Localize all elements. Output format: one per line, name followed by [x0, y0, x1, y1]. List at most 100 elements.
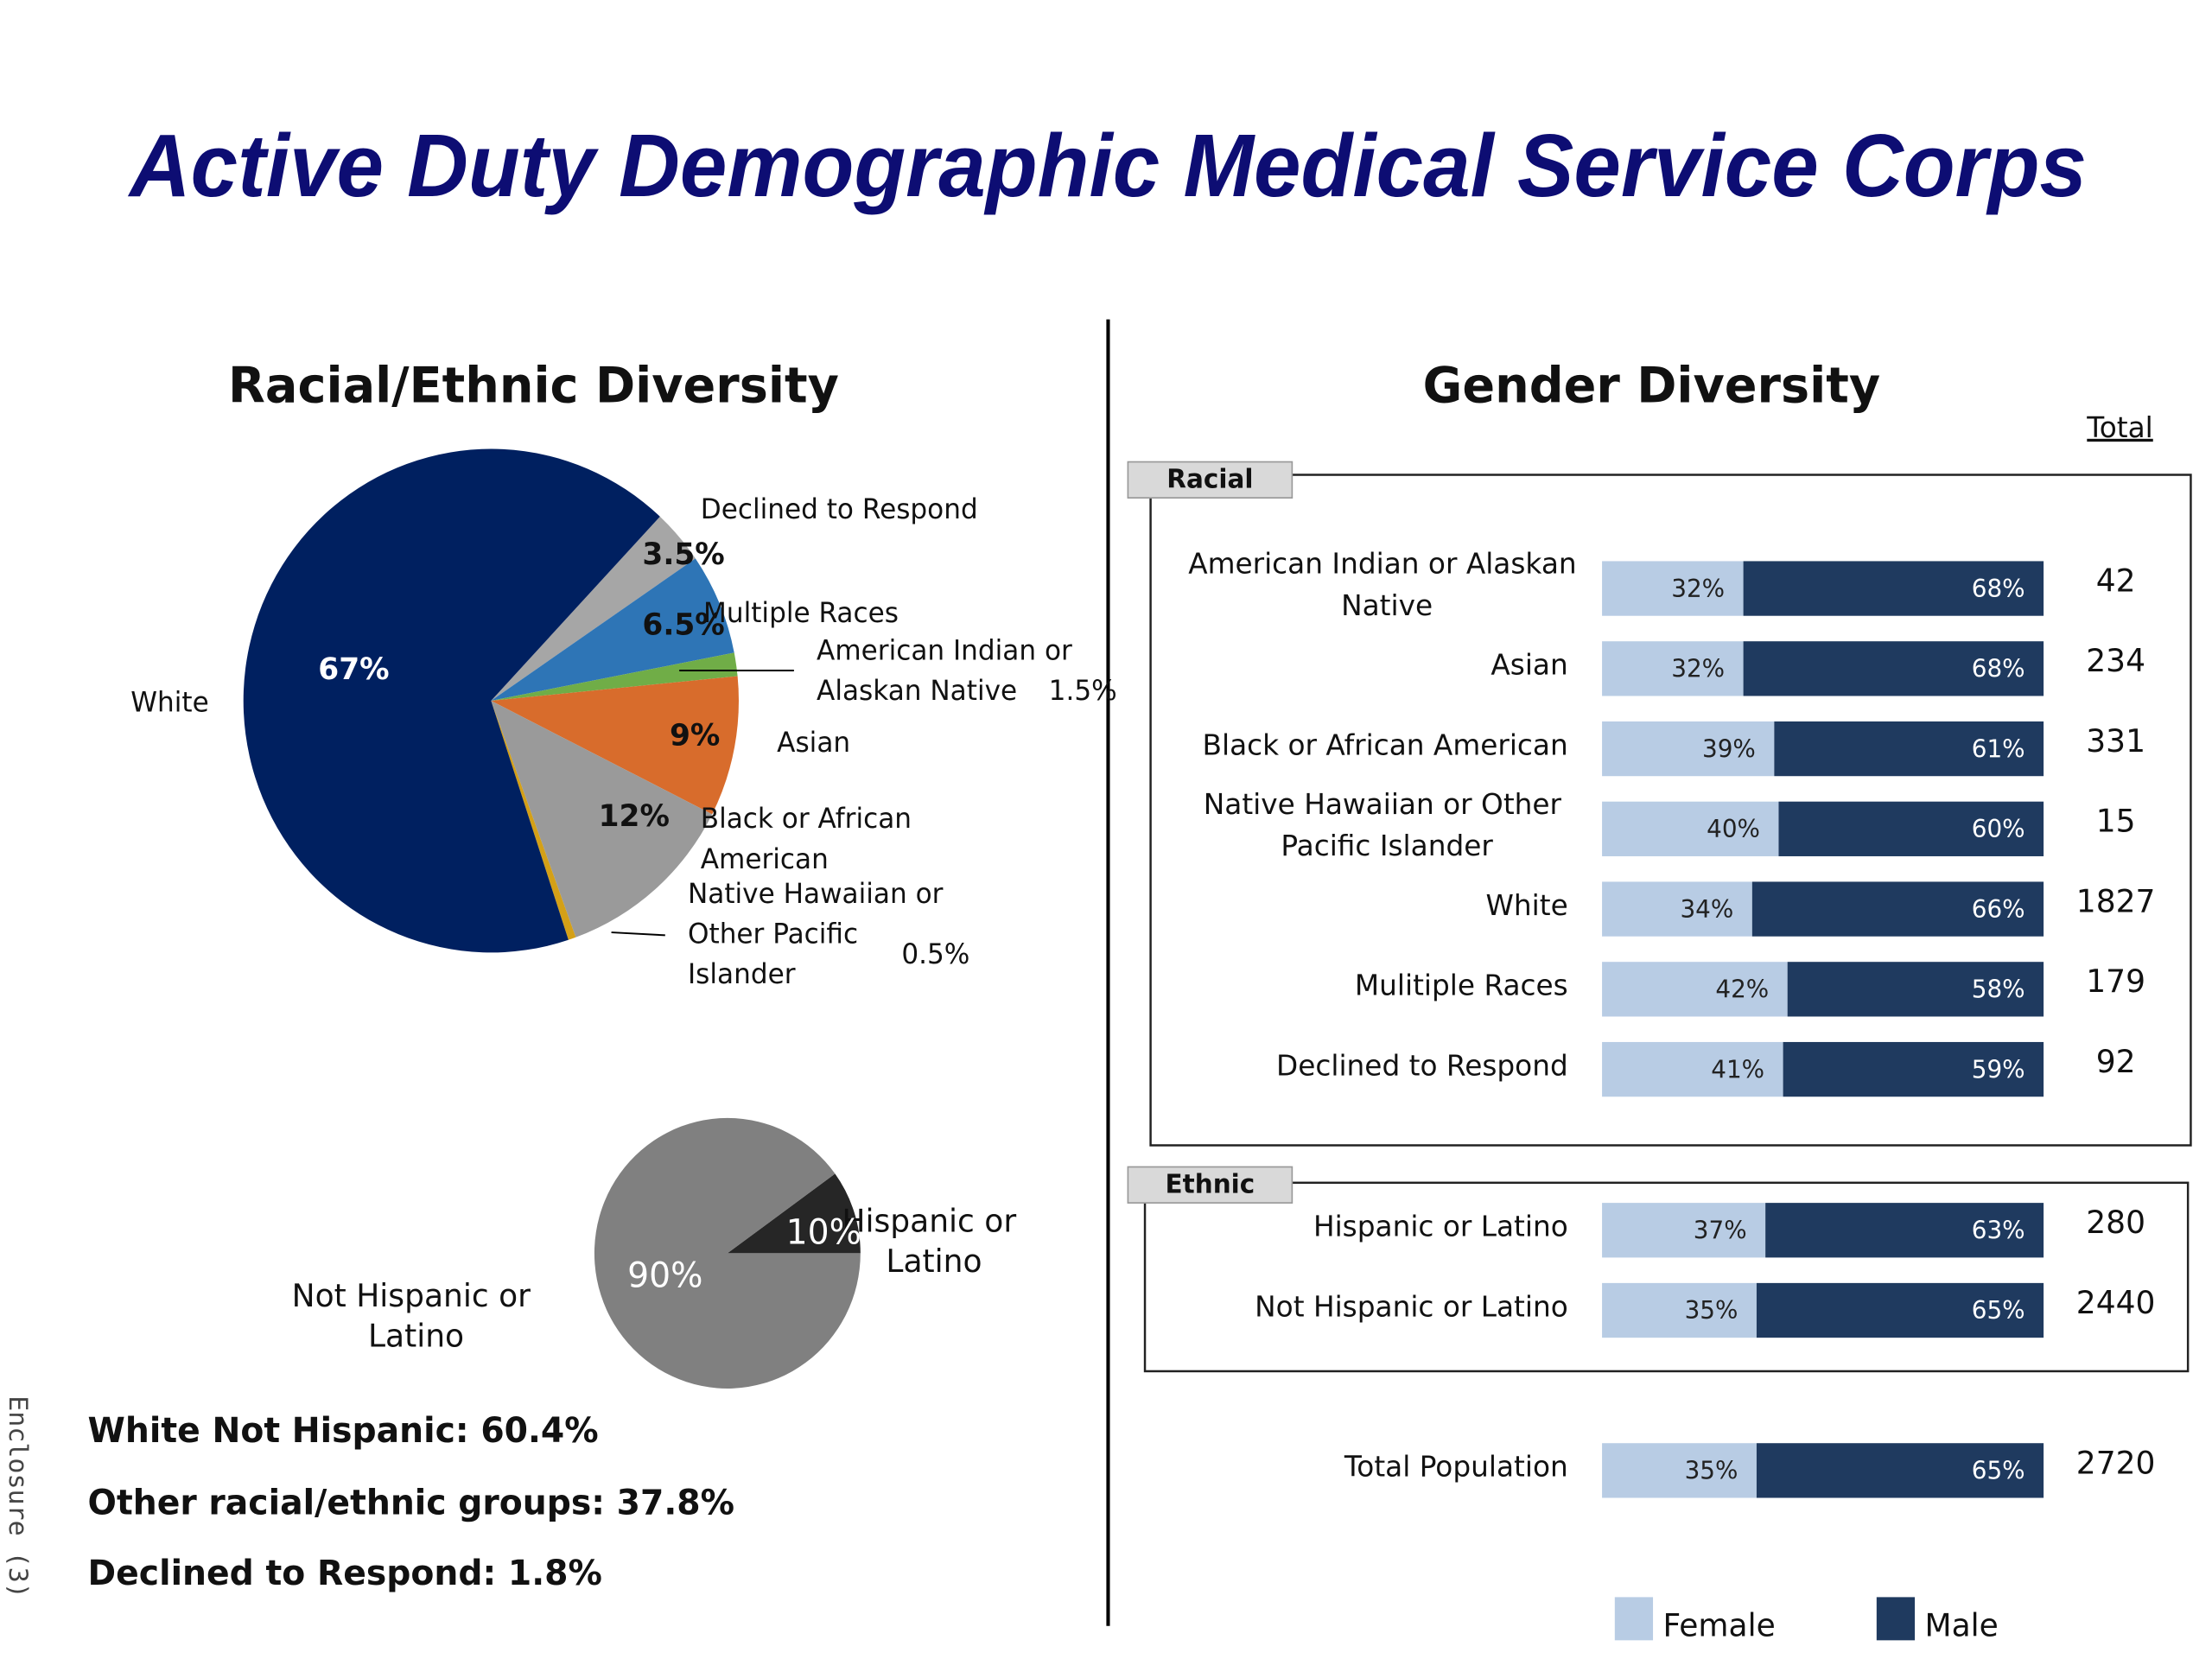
totals-header: Total: [2086, 410, 2152, 444]
pie-title: Racial/Ethnic Diversity: [228, 358, 839, 415]
pie-value-label: 10%: [786, 1212, 861, 1252]
pie-slice: [491, 516, 696, 701]
pie-slice: [491, 676, 739, 815]
bar-value-label: 68%: [1972, 654, 2025, 683]
bar-value-label: 60%: [1972, 815, 2025, 843]
total-value: 1827: [2076, 882, 2156, 919]
bar-segment: [1602, 1041, 1783, 1097]
bar-title: Gender Diversity: [1423, 358, 1880, 415]
bar-category-label: American Indian or Alaskan Native: [1188, 546, 1586, 622]
bar-value-label: 68%: [1972, 575, 2025, 603]
bar-value-label: 35%: [1685, 1296, 1738, 1325]
pie-slice: [491, 700, 713, 938]
pie-value-label: 1.5%: [1049, 676, 1117, 707]
pie-category-label: American Indian or Alaskan Native: [817, 635, 1081, 707]
legend-label: Male: [1925, 1606, 1999, 1643]
bar-value-label: 37%: [1694, 1216, 1747, 1244]
pie-value-label: 9%: [670, 718, 720, 753]
bar-segment: [1602, 801, 1779, 856]
bar-value-label: 35%: [1685, 1456, 1738, 1484]
bar-segment: [1602, 1443, 1757, 1498]
section-box: [1143, 1181, 2190, 1373]
total-value: 234: [2086, 642, 2145, 679]
bar-segment: [1602, 721, 1775, 777]
bar-value-label: 58%: [1972, 975, 2025, 1003]
bar-value-label: 66%: [1972, 895, 2025, 924]
pie-slice: [491, 700, 576, 940]
bar-segment: [1756, 1282, 2044, 1338]
leader-line: [611, 931, 665, 937]
bar-segment: [1751, 881, 2044, 937]
bar-segment: [1756, 1443, 2044, 1498]
bar-category-label: Declined to Respond: [1276, 1048, 1568, 1082]
bar-value-label: 65%: [1972, 1296, 2025, 1325]
total-value: 92: [2096, 1043, 2136, 1080]
bar-value-label: 65%: [1972, 1456, 2025, 1484]
bar-value-label: 32%: [1671, 575, 1725, 603]
bar-segment: [1743, 641, 2044, 696]
legend-label: Female: [1663, 1606, 1776, 1643]
pie-category-label: Declined to Respond: [701, 494, 978, 525]
pie-value-label: 3.5%: [642, 537, 724, 572]
pie-slice: [491, 652, 738, 701]
section-box: [1149, 474, 2192, 1147]
bar-value-label: 40%: [1707, 815, 1760, 843]
bar-category-label: Mulitiple Races: [1355, 968, 1568, 1001]
bar-segment: [1778, 801, 2044, 856]
pie-category-label: Black or African American: [701, 804, 920, 875]
total-value: 15: [2096, 802, 2136, 839]
legend-swatch: [1876, 1597, 1916, 1641]
bar-category-label: Black or African American: [1203, 728, 1568, 761]
note: White Not Hispanic: 60.4%: [88, 1411, 599, 1451]
bar-category-label: White: [1486, 887, 1568, 921]
bar-category-label: Not Hispanic or Latino: [1255, 1289, 1568, 1323]
bar-value-label: 42%: [1715, 975, 1769, 1003]
bar-segment: [1787, 962, 2044, 1017]
side-note: Enclosure (3): [3, 1395, 33, 1599]
total-value: 179: [2086, 963, 2145, 1000]
pie-category-label: White: [130, 687, 208, 718]
legend-swatch: [1614, 1597, 1654, 1641]
pie-value-label: 67%: [318, 652, 389, 687]
pie-slice: [594, 1117, 861, 1389]
bar-category-label: Total Population: [1344, 1449, 1568, 1483]
slide-title: Active Duty Demographic Medical Service …: [127, 115, 2087, 215]
bar-segment: [1602, 641, 1744, 696]
pie-category-label: Native Hawaiian or Other Pacific Islande…: [688, 879, 951, 991]
pie-category-label: Asian: [777, 728, 850, 759]
bar-value-label: 32%: [1671, 654, 1725, 683]
pie-value-label: 12%: [599, 799, 670, 834]
bar-category-label: Native Hawaiian or Other Pacific Islande…: [1204, 786, 1571, 862]
pie-value-label: 0.5%: [901, 939, 969, 970]
bar-value-label: 34%: [1680, 895, 1733, 924]
pie-value-label: 6.5%: [642, 607, 724, 642]
section-label: Racial: [1166, 465, 1253, 495]
total-value: 42: [2096, 562, 2136, 599]
bar-category-label: Asian: [1491, 647, 1567, 681]
pie-category-label: Hispanic or Latino: [842, 1202, 1026, 1280]
section-tab: [1127, 1166, 1294, 1204]
pie-slice: [727, 1173, 861, 1254]
bar-segment: [1765, 1203, 2044, 1258]
pie-value-label: 90%: [627, 1255, 702, 1295]
pie-category-label: Not Hispanic or Latino: [292, 1277, 541, 1355]
total-value: 2440: [2076, 1284, 2156, 1321]
bar-segment: [1602, 1203, 1766, 1258]
note: Other racial/ethnic groups: 37.8%: [88, 1483, 734, 1522]
bar-value-label: 61%: [1972, 734, 2025, 763]
bar-value-label: 41%: [1711, 1055, 1764, 1084]
bar-segment: [1602, 1282, 1757, 1338]
pie-slice: [243, 448, 660, 953]
bar-segment: [1743, 561, 2044, 616]
note: Declined to Respond: 1.8%: [88, 1554, 602, 1593]
section-label: Ethnic: [1165, 1169, 1255, 1199]
bar-segment: [1602, 881, 1752, 937]
bar-value-label: 59%: [1972, 1055, 2025, 1084]
total-value: 2720: [2076, 1444, 2156, 1481]
section-tab: [1127, 461, 1294, 499]
bar-segment: [1602, 962, 1788, 1017]
bar-value-label: 39%: [1702, 734, 1756, 763]
bar-segment: [1783, 1041, 2044, 1097]
bar-category-label: Hispanic or Latino: [1313, 1209, 1568, 1243]
